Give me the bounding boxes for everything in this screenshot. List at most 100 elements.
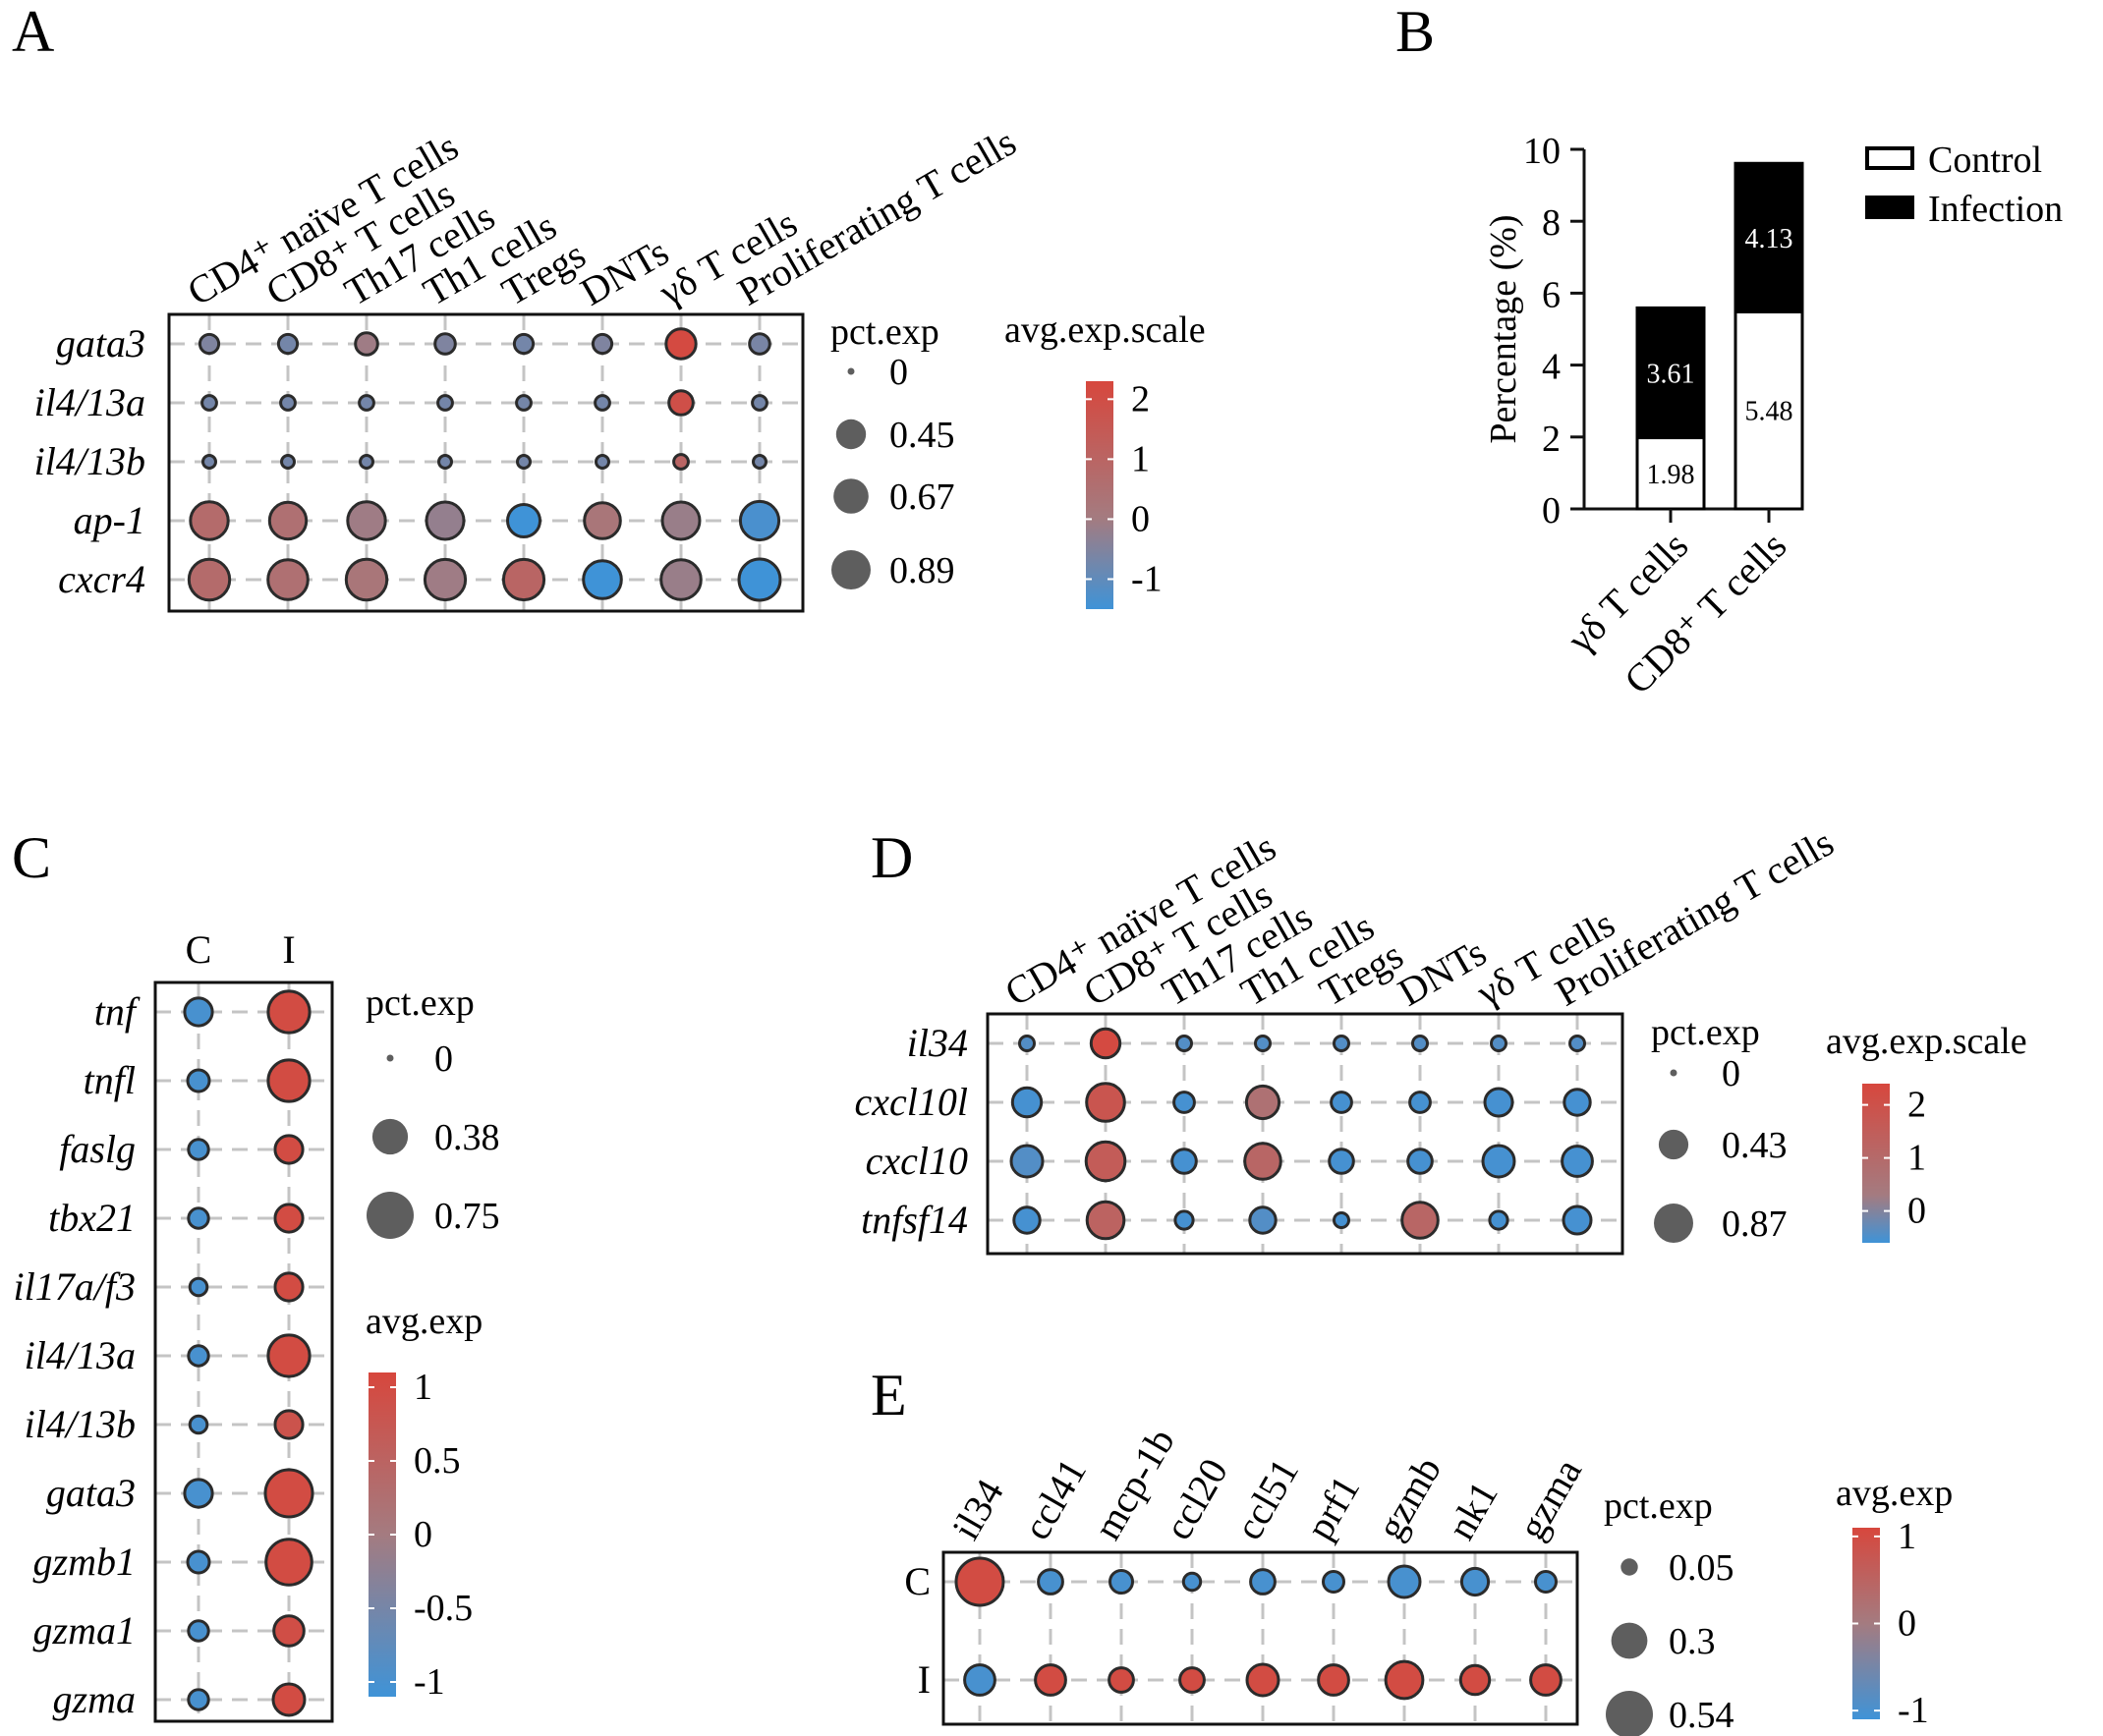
dot-cxcl10l-cd4-na-ve-t-cells: [1010, 1086, 1044, 1119]
column-label-gzma: gzma: [1509, 1451, 1590, 1547]
panel-label-e: E: [871, 1363, 907, 1428]
dot-il4-13a-proliferating-t-cells: [751, 394, 768, 412]
dot-i-prf1: [1317, 1663, 1350, 1697]
row-label-gzma1: gzma1: [33, 1608, 136, 1652]
dot-cxcr4-proliferating-t-cells: [737, 557, 782, 602]
dot-il34-proliferating-t-cells: [1568, 1035, 1586, 1052]
size-legend-dot: [367, 1192, 414, 1239]
dot-il4-13b-cd8-t-cells: [280, 454, 296, 470]
panel-label-c: C: [12, 825, 51, 890]
dot-il17a-f3-c: [188, 1276, 209, 1298]
dot-il4-13b-c: [188, 1414, 209, 1435]
size-legend-label: 0.54: [1669, 1695, 1734, 1736]
size-legend-dot: [1658, 1129, 1689, 1160]
dot-il34-cd8-t-cells: [1089, 1027, 1122, 1060]
dot-gata3-i: [263, 1468, 314, 1519]
color-legend-bar: [1862, 1084, 1890, 1243]
dot-tnfl-i: [266, 1058, 312, 1103]
dot-i-ccl20: [1178, 1666, 1206, 1694]
dot-tnfsf14-th1-cells: [1248, 1205, 1278, 1235]
dot-c-ccl51: [1249, 1568, 1277, 1596]
bar-infection-cd8-t-cells: [1734, 161, 1804, 313]
size-legend-label: 0: [1722, 1053, 1740, 1094]
row-label-faslg: faslg: [59, 1127, 136, 1171]
size-legend-dot: [1620, 1558, 1638, 1576]
dot-gata3-t-cells: [664, 327, 698, 361]
dot-il34-tregs: [1333, 1035, 1350, 1052]
row-label-il17a-f3: il17a/f3: [14, 1264, 136, 1309]
row-label-tnf: tnf: [94, 989, 141, 1034]
row-label-il4-13a: il4/13a: [25, 1333, 136, 1377]
dot-il34-th1-cells: [1254, 1035, 1272, 1052]
color-legend-label: 2: [1907, 1085, 1926, 1126]
row-label-il4-13b: il4/13b: [34, 439, 145, 483]
dot-cxcr4-cd4-na-ve-t-cells: [187, 557, 232, 602]
dot-ap-1-proliferating-t-cells: [738, 499, 781, 542]
column-label-i: I: [282, 927, 295, 972]
dot-gata3-th17-cells: [354, 331, 379, 357]
row-label-cxcl10l: cxcl10l: [855, 1080, 969, 1124]
dot-tnfsf14-t-cells: [1488, 1209, 1509, 1231]
dot-tnfsf14-dnts: [1400, 1201, 1440, 1240]
dot-c-prf1: [1322, 1570, 1345, 1594]
size-legend-dot: [833, 478, 869, 514]
color-legend-label: -1: [1131, 558, 1163, 599]
y-tick-label: 8: [1542, 202, 1561, 244]
dot-il4-13a-i: [266, 1333, 312, 1378]
dot-i-mcp-1b: [1108, 1666, 1135, 1694]
size-legend-dot: [1670, 1069, 1677, 1077]
dot-ap-1-th1-cells: [425, 500, 466, 541]
dot-faslg-c: [187, 1138, 210, 1161]
dot-cxcr4-t-cells: [659, 558, 703, 601]
dot-il17a-f3-i: [273, 1271, 305, 1303]
dot-tbx21-i: [273, 1203, 305, 1234]
color-legend-title: avg.exp.scale: [1004, 309, 1206, 351]
column-label-prf1: prf1: [1297, 1468, 1368, 1546]
row-label-tnfl: tnfl: [84, 1058, 136, 1102]
size-legend-label: 0.89: [889, 550, 955, 591]
dot-gata3-dnts: [591, 332, 614, 356]
size-legend-title: pct.exp: [830, 311, 939, 353]
dot-gzma-i: [271, 1682, 307, 1717]
color-legend-label: 0.5: [414, 1440, 461, 1482]
dot-cxcr4-th1-cells: [423, 557, 468, 602]
dot-il34-dnts: [1411, 1035, 1429, 1052]
size-legend-dot: [371, 1118, 409, 1155]
dot-cxcr4-th17-cells: [344, 557, 389, 602]
color-legend-label: 0: [414, 1514, 432, 1555]
dot-ap-1-cd8-t-cells: [267, 500, 309, 541]
dot-c-mcp-1b: [1108, 1569, 1134, 1595]
color-legend-label: 0: [1907, 1191, 1926, 1232]
dot-cxcl10-cd8-t-cells: [1084, 1140, 1127, 1183]
column-label-ccl41: ccl41: [1014, 1451, 1095, 1547]
dot-cxcl10l-th17-cells: [1172, 1091, 1196, 1114]
row-label-il34: il34: [907, 1021, 968, 1065]
y-tick-label: 0: [1542, 490, 1561, 532]
size-legend-label: 0.43: [1722, 1125, 1788, 1166]
color-legend-label: 1: [1898, 1516, 1916, 1557]
bar-value-label: 3.61: [1647, 359, 1695, 389]
dot-c-ccl41: [1037, 1568, 1064, 1596]
dot-ap-1-cd4-na-ve-t-cells: [189, 500, 230, 541]
dot-cxcl10l-th1-cells: [1244, 1084, 1281, 1121]
color-legend-label: 2: [1131, 378, 1150, 420]
color-legend-label: 1: [1131, 438, 1150, 479]
size-legend-label: 0: [434, 1038, 453, 1080]
dot-il4-13a-th1-cells: [436, 394, 454, 412]
dot-il4-13b-th17-cells: [359, 454, 374, 470]
dot-tnfl-c: [186, 1068, 211, 1093]
dot-i-gzmb: [1384, 1659, 1425, 1701]
dot-il4-13b-dnts: [595, 454, 610, 470]
dot-tbx21-c: [187, 1206, 210, 1230]
dot-cxcl10-tregs: [1328, 1148, 1355, 1175]
dot-c-nk1: [1459, 1566, 1491, 1597]
dot-tnfsf14-cd4-na-ve-t-cells: [1012, 1205, 1042, 1235]
color-legend-label: 1: [414, 1367, 432, 1408]
dot-tnfsf14-th17-cells: [1173, 1209, 1195, 1231]
dot-gata3-c: [183, 1478, 214, 1509]
size-legend-title: pct.exp: [1651, 1012, 1760, 1053]
color-legend-label: 0: [1131, 498, 1150, 539]
dot-tnf-c: [183, 996, 214, 1028]
